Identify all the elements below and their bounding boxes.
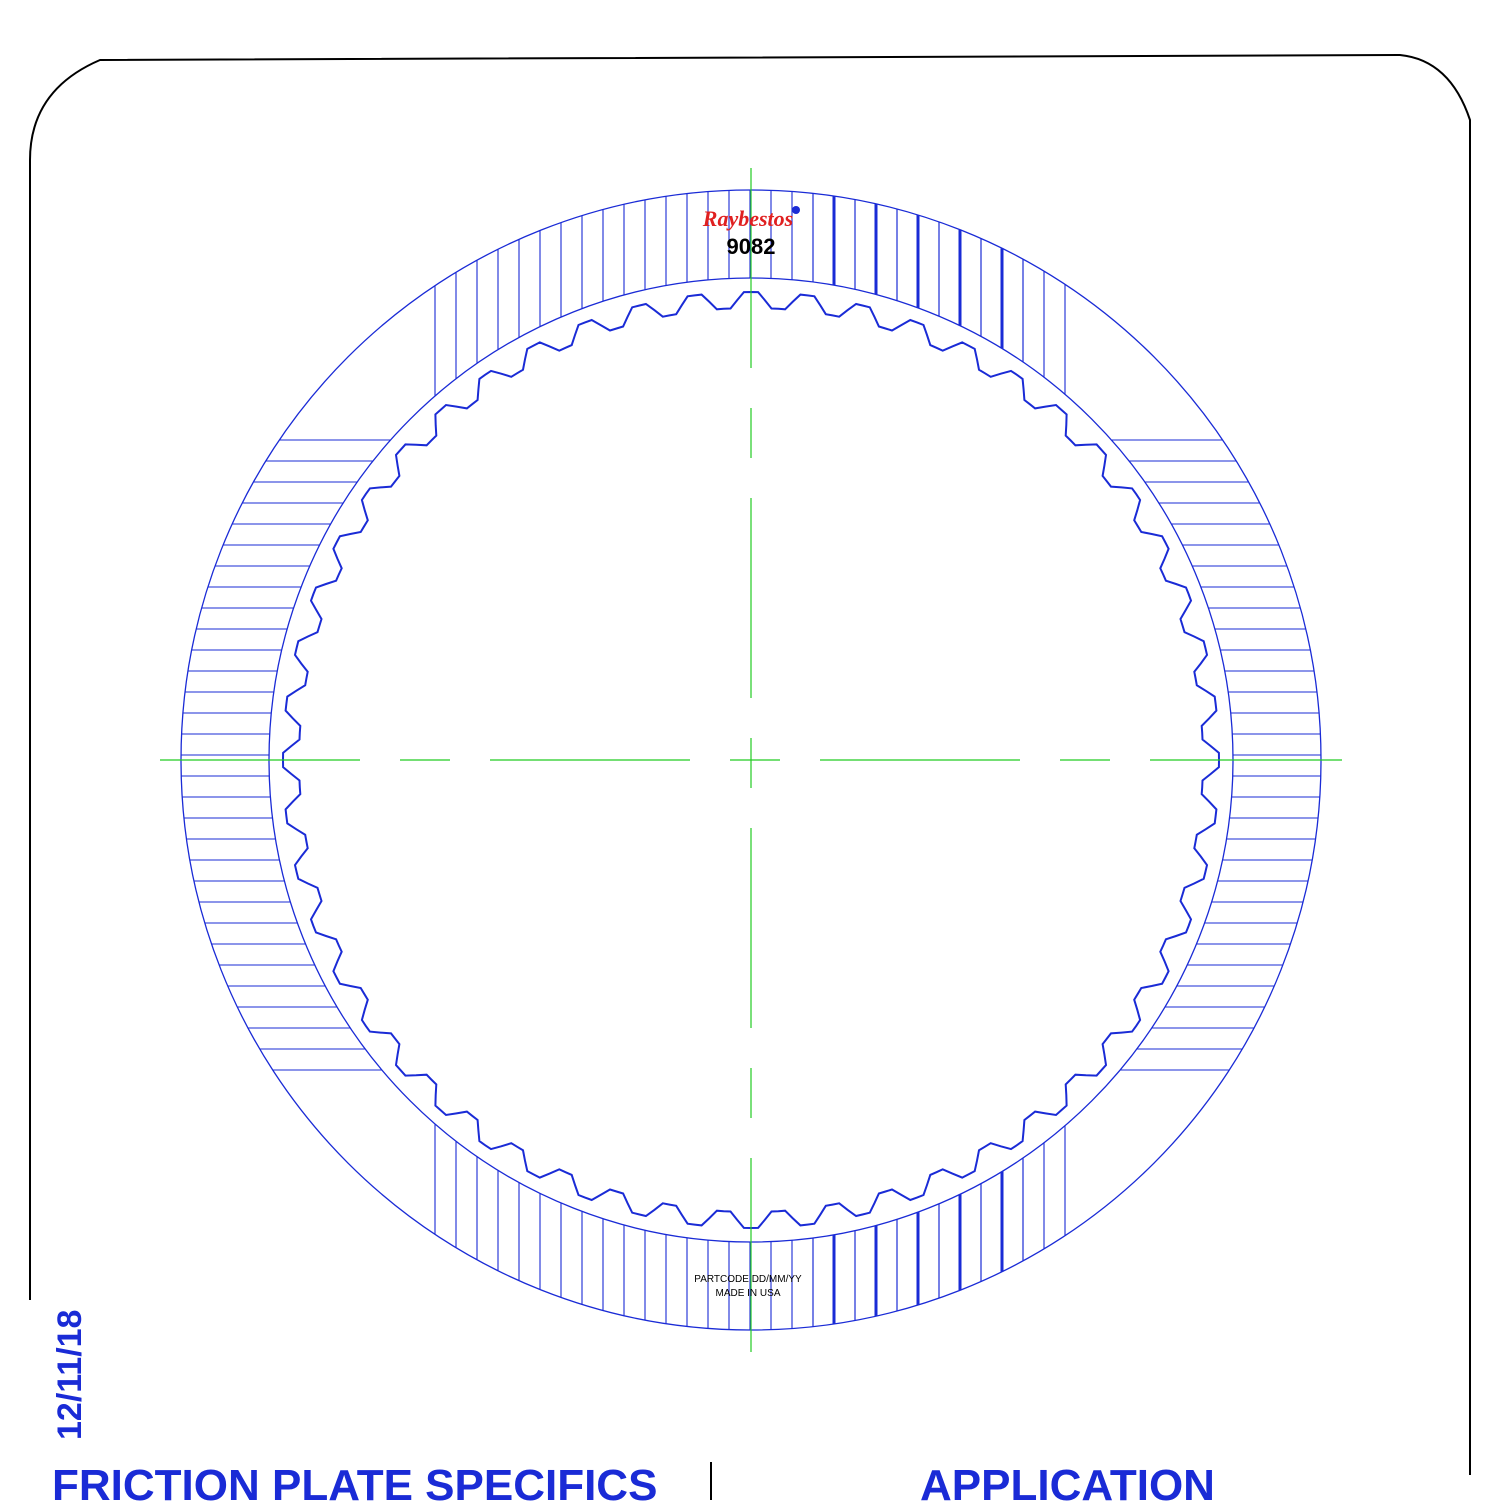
centerlines (160, 168, 1342, 1352)
part-number: 9082 (727, 234, 776, 259)
drawing-frame (29, 53, 1471, 1475)
brand-logo-text: Raybestos (702, 206, 793, 231)
friction-grooves (181, 190, 1321, 1330)
partcode-marking: PARTCODE DD/MM/YY (694, 1274, 802, 1285)
made-in-marking: MADE IN USA (715, 1288, 780, 1299)
logo-dot (792, 206, 800, 214)
drawing-date: 12/11/18 (51, 1309, 89, 1440)
brand-logo: Raybestos 9082 (702, 206, 800, 259)
application-title: APPLICATION (920, 1462, 1215, 1502)
specs-title: FRICTION PLATE SPECIFICS (52, 1462, 658, 1502)
